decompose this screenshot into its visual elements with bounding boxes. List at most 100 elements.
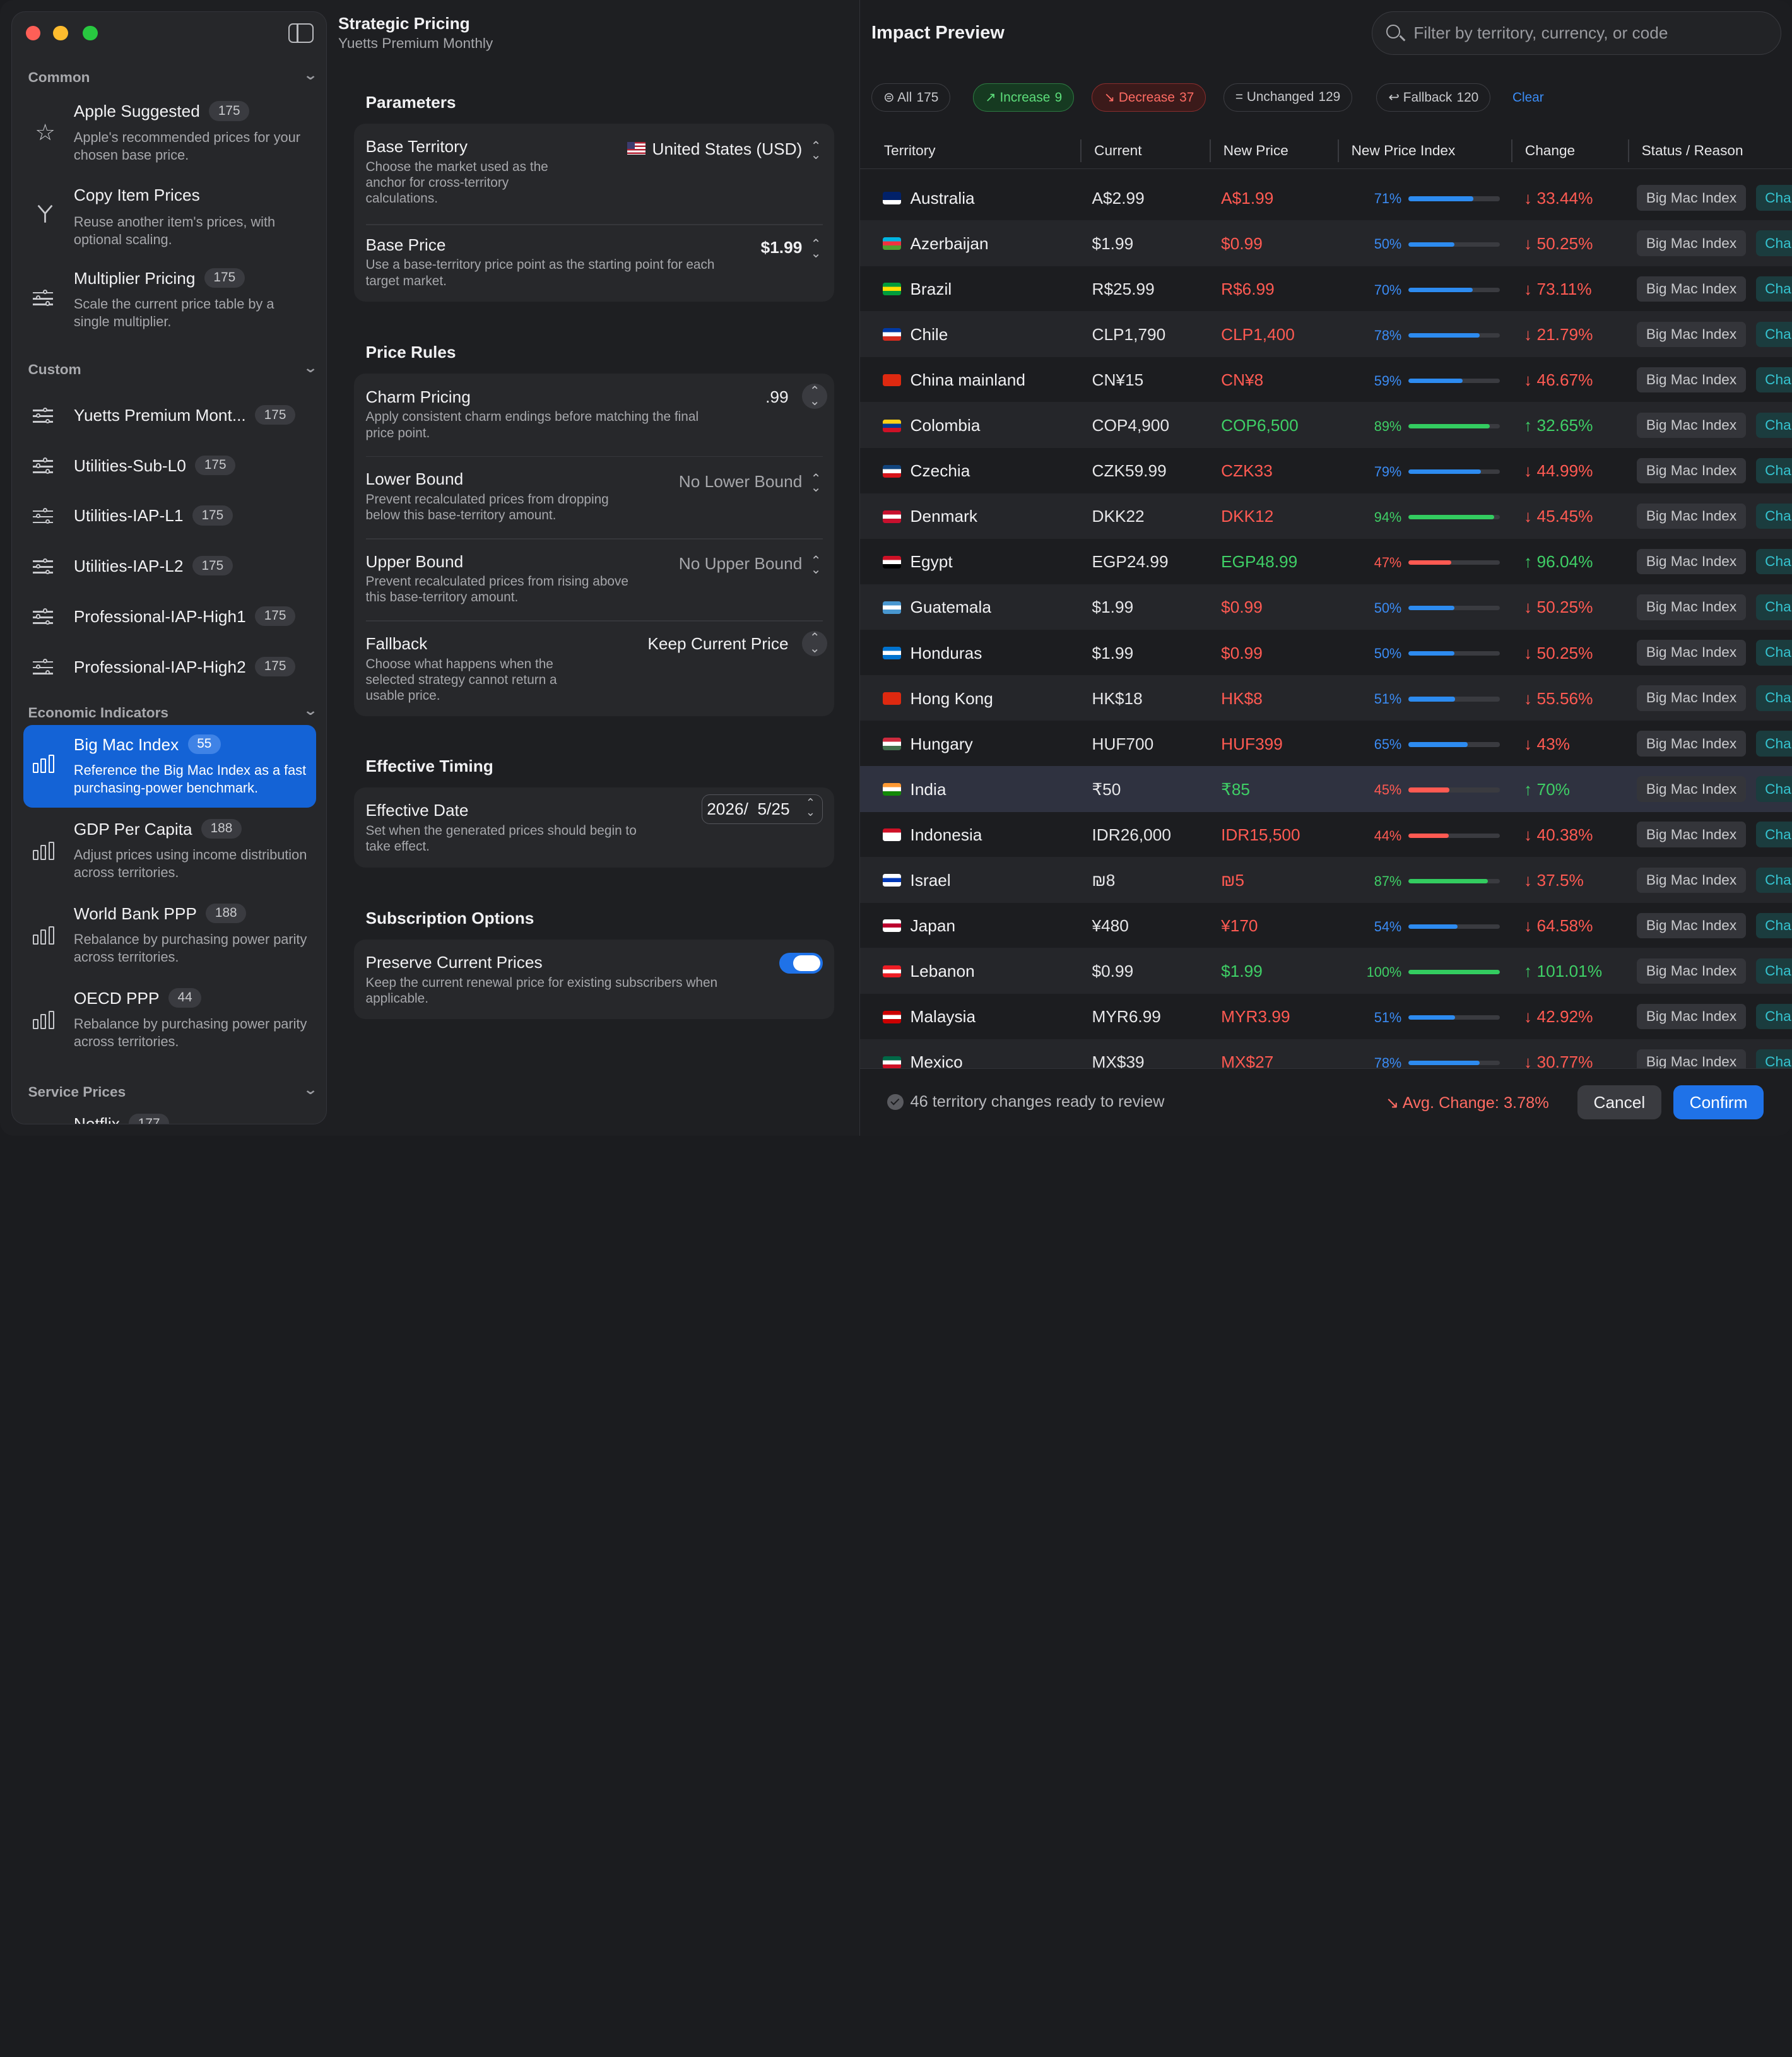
- lower-bound-row[interactable]: Lower Bound Prevent recalculated prices …: [365, 469, 823, 539]
- preserve-prices-toggle[interactable]: [779, 953, 823, 974]
- table-row[interactable]: Japan ¥480 ¥170 54% ↓ 64.58% Big Mac Index Cha: [860, 902, 1792, 948]
- table-row[interactable]: Azerbaijan $1.99 $0.99 50% ↓ 50.25% Big Mac I…: [859, 220, 1792, 266]
- table-row[interactable]: Colombia COP4,900 COP6,500 89% ↑ 32.65% Big M…: [859, 402, 1792, 448]
- territory-name: Brazil: [910, 279, 952, 298]
- section-header-service-prices[interactable]: Service Prices ⌄: [28, 1082, 318, 1100]
- sidebar-item-custom[interactable]: Yuetts Premium Mont... 175: [23, 394, 316, 439]
- fallback-row[interactable]: Fallback Choose what happens when the se…: [366, 630, 828, 707]
- chevron-updown-icon[interactable]: ⌃ ⌄: [802, 630, 828, 656]
- table-row[interactable]: Australia A$2.99 A$1.99 71% ↓ 33.44% Big Mac …: [860, 175, 1792, 220]
- table-row[interactable]: Czechia CZK59.99 CZK33 79% ↓ 44.99% Big Mac I…: [860, 448, 1792, 493]
- upper-bound-select[interactable]: No Upper Bound: [678, 554, 803, 574]
- chevron-updown-icon[interactable]: ⌃ ⌄: [805, 796, 816, 818]
- new-price: CLP1,400: [1221, 325, 1295, 345]
- lower-bound-select[interactable]: No Lower Bound: [678, 471, 803, 491]
- section-header-economic-indicators[interactable]: Economic Indicators ⌄: [28, 702, 318, 721]
- sidebar-item-netflix[interactable]: Netflix 177: [23, 1107, 316, 1124]
- column-header-new-price[interactable]: New Price: [1223, 143, 1288, 159]
- sidebar-item-custom[interactable]: Utilities-IAP-L2 175: [23, 545, 316, 590]
- filter-all-chip[interactable]: ⊜ All 175: [871, 83, 951, 112]
- territory-name: China mainland: [910, 370, 1025, 390]
- current-price: CLP1,790: [1092, 325, 1166, 345]
- count-badge: 188: [201, 818, 242, 839]
- filter-increase-chip[interactable]: ↗ Increase 9: [973, 83, 1075, 112]
- base-territory-row[interactable]: Base Territory Choose the market used as…: [365, 137, 823, 225]
- cancel-button[interactable]: Cancel: [1577, 1085, 1661, 1119]
- column-header-change[interactable]: Change: [1524, 143, 1576, 159]
- table-row[interactable]: Chile CLP1,790 CLP1,400 78% ↓ 21.79% Big Mac …: [859, 311, 1792, 357]
- sidebar-item-custom[interactable]: Utilities-Sub-L0 175: [23, 444, 316, 490]
- base-price-row[interactable]: Base Price Use a base-territory price po…: [366, 235, 823, 293]
- upper-bound-row[interactable]: Upper Bound Prevent recalculated prices …: [365, 552, 823, 622]
- table-row[interactable]: Honduras $1.99 $0.99 50% ↓ 50.25% Big Mac Ind…: [860, 630, 1792, 675]
- table-row[interactable]: Hungary HUF700 HUF399 65% ↓ 43% Big Mac Index…: [860, 721, 1792, 766]
- sidebar-item-oecd-ppp[interactable]: OECD PPP 44 Rebalance by purchasing power…: [23, 981, 316, 1061]
- chevron-updown-icon[interactable]: ⌃ ⌄: [810, 471, 822, 495]
- sidebar-item-multiplier-pricing[interactable]: Multiplier Pricing 175 Scale the current …: [23, 266, 316, 346]
- section-header-custom[interactable]: Custom ⌄: [28, 359, 318, 378]
- price-index-percent: 94%: [1374, 509, 1402, 525]
- status-badge: Big Mac Index: [1637, 548, 1746, 575]
- territory-name: Hong Kong: [910, 688, 993, 708]
- charm-pricing-row[interactable]: Charm Pricing Apply consistent charm end…: [365, 384, 828, 457]
- sidebar-item-big-mac-index[interactable]: Big Mac Index 55 Reference the Big Mac In…: [23, 725, 316, 808]
- table-row[interactable]: Hong Kong HK$18 HK$8 51% ↓ 55.56% Big Mac Ind…: [859, 675, 1792, 721]
- section-header-common[interactable]: Common ⌄: [28, 67, 318, 85]
- table-row[interactable]: Egypt EGP24.99 EGP48.99 47% ↑ 96.04% Big Mac …: [860, 539, 1792, 584]
- change-value: ↓ 37.5%: [1524, 870, 1584, 890]
- column-header-new-price-index[interactable]: New Price Index: [1351, 143, 1456, 159]
- change-value: ↓ 21.79%: [1524, 325, 1593, 345]
- sidebar-toggle-icon[interactable]: [288, 23, 314, 43]
- chevron-updown-icon[interactable]: ⌃ ⌄: [802, 384, 828, 410]
- sidebar-item-copy-item-prices[interactable]: Copy Item Prices Reuse another item's pr…: [23, 184, 316, 264]
- chevron-updown-icon[interactable]: ⌃ ⌄: [810, 139, 822, 163]
- new-price: ₪5: [1221, 870, 1245, 890]
- sidebar-item-custom[interactable]: Utilities-IAP-L1 175: [23, 494, 316, 539]
- chevron-updown-icon[interactable]: ⌃ ⌄: [810, 553, 822, 577]
- base-territory-select[interactable]: United States (USD): [627, 139, 802, 159]
- table-row[interactable]: China mainland CN¥15 CN¥8 59% ↓ 46.67% Big Ma…: [860, 357, 1792, 402]
- status-badge: Big Mac Index: [1637, 640, 1746, 666]
- table-row[interactable]: India ₹50 ₹85 45% ↑ 70% Big Mac Index Cha: [859, 766, 1792, 812]
- sidebar-item-custom[interactable]: Professional-IAP-High1 175: [23, 595, 316, 640]
- chevron-updown-icon[interactable]: ⌃ ⌄: [810, 237, 822, 261]
- confirm-button[interactable]: Confirm: [1673, 1085, 1764, 1119]
- column-header-territory[interactable]: Territory: [883, 143, 936, 159]
- column-header-status-reason[interactable]: Status / Reason: [1641, 143, 1743, 159]
- reason-badge: Cha: [1755, 822, 1792, 847]
- charm-pricing-value[interactable]: .99: [765, 387, 789, 406]
- sidebar-item-apple-suggested[interactable]: ☆ Apple Suggested 175 Apple's recommended…: [23, 99, 316, 179]
- sidebar-item-custom[interactable]: Professional-IAP-High2 175: [23, 645, 316, 690]
- table-row[interactable]: Mexico MX$39 MX$27 78% ↓ 30.77% Big Mac Index…: [859, 1039, 1792, 1069]
- effective-date-picker[interactable]: 2026/ 5/25 ⌃ ⌄: [701, 794, 823, 824]
- sidebar-item-world-bank-ppp[interactable]: World Bank PPP 188 Rebalance by purchasin…: [23, 897, 316, 977]
- column-header-current[interactable]: Current: [1094, 143, 1142, 159]
- filter-decrease-chip[interactable]: ↘ Decrease 37: [1092, 83, 1206, 112]
- table-row[interactable]: Brazil R$25.99 R$6.99 70% ↓ 73.11% Big Mac In…: [860, 266, 1792, 311]
- territory-name: Malaysia: [910, 1007, 976, 1027]
- filter-unchanged-chip[interactable]: = Unchanged 129: [1223, 83, 1353, 112]
- sidebar-item-gdp-per-capita[interactable]: GDP Per Capita 188 Adjust prices using in…: [23, 812, 316, 892]
- current-price: CZK59.99: [1092, 461, 1167, 481]
- base-price-select[interactable]: $1.99: [760, 237, 803, 257]
- close-window-button[interactable]: [25, 25, 41, 41]
- fallback-select[interactable]: Keep Current Price: [647, 634, 789, 654]
- filter-fallback-chip[interactable]: ↩ Fallback 120: [1376, 83, 1491, 112]
- table-row[interactable]: Denmark DKK22 DKK12 94% ↓ 45.45% Big Mac Inde…: [859, 493, 1792, 539]
- table-row[interactable]: Indonesia IDR26,000 IDR15,500 44% ↓ 40.38% Bi…: [860, 811, 1792, 857]
- table-row[interactable]: Lebanon $0.99 $1.99 100% ↑ 101.01% Big Mac In…: [859, 948, 1792, 994]
- item-description: Scale the current price table by a singl…: [73, 296, 274, 330]
- clear-filters-link[interactable]: Clear: [1512, 90, 1544, 105]
- flag-icon: [883, 419, 902, 432]
- minimize-window-button[interactable]: [53, 25, 68, 41]
- item-title: GDP Per Capita: [73, 819, 192, 839]
- table-row[interactable]: Guatemala $1.99 $0.99 50% ↓ 50.25% Big Mac In…: [859, 584, 1792, 630]
- table-row[interactable]: Israel ₪8 ₪5 87% ↓ 37.5% Big Mac Index Cha: [859, 857, 1792, 903]
- zoom-window-button[interactable]: [83, 25, 98, 41]
- new-price: EGP48.99: [1221, 552, 1298, 572]
- current-price: EGP24.99: [1092, 552, 1169, 572]
- effective-date-row[interactable]: Effective Date Set when the generated pr…: [366, 794, 823, 858]
- table-row[interactable]: Malaysia MYR6.99 MYR3.99 51% ↓ 42.92% Big Mac…: [860, 993, 1792, 1039]
- price-index-bar: [1408, 423, 1500, 429]
- search-field[interactable]: Filter by territory, currency, or code: [1372, 11, 1781, 55]
